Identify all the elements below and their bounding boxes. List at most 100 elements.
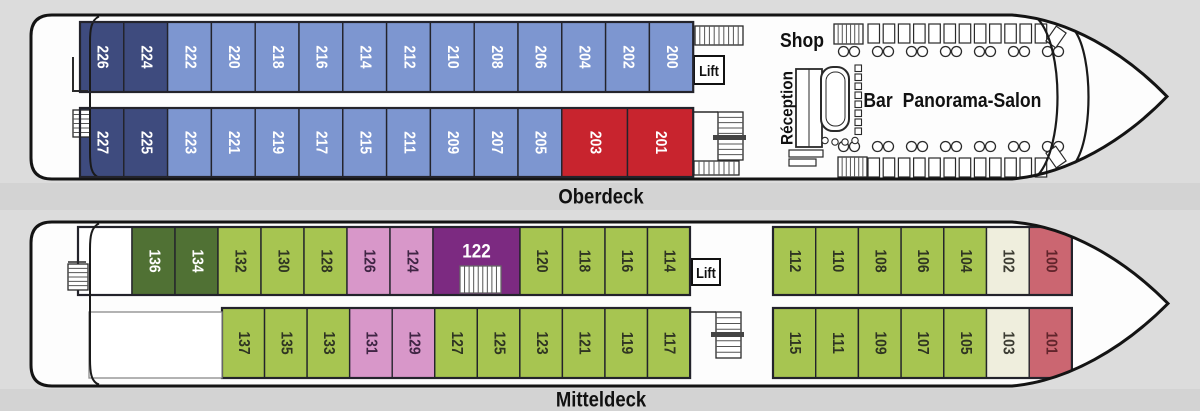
- cabin-204[interactable]: 204: [561, 21, 607, 93]
- cabin-137[interactable]: 137: [221, 307, 266, 379]
- cabin-205[interactable]: 205: [517, 107, 563, 178]
- cabin-208[interactable]: 208: [473, 21, 519, 93]
- cabin-134[interactable]: 134: [174, 226, 219, 296]
- cabin-121[interactable]: 121: [561, 307, 606, 379]
- cabin-216[interactable]: 216: [298, 21, 344, 93]
- chair-icon: [848, 45, 861, 58]
- cabin-129[interactable]: 129: [391, 307, 436, 379]
- cabin-210[interactable]: 210: [429, 21, 475, 93]
- cabin-110[interactable]: 110: [815, 226, 860, 296]
- cabin-119[interactable]: 119: [604, 307, 649, 379]
- cabin-131[interactable]: 131: [348, 307, 393, 379]
- stairs-icon: [459, 265, 502, 294]
- cabin-107[interactable]: 107: [900, 307, 945, 379]
- bar-stool-icon: [854, 91, 863, 100]
- cabin-126[interactable]: 126: [346, 226, 391, 296]
- cabin-123[interactable]: 123: [519, 307, 564, 379]
- cabin-218[interactable]: 218: [254, 21, 300, 93]
- cabin-220[interactable]: 220: [210, 21, 256, 93]
- cabin-111[interactable]: 111: [815, 307, 860, 379]
- cabin-117[interactable]: 117: [646, 307, 691, 379]
- oberdeck-title: Oberdeck: [558, 185, 644, 208]
- cabin-214[interactable]: 214: [342, 21, 388, 93]
- cabin-number: 130: [274, 249, 291, 272]
- cabin-120[interactable]: 120: [519, 226, 564, 296]
- bar-stool-icon: [854, 64, 863, 73]
- cabin-106[interactable]: 106: [900, 226, 945, 296]
- cabin-102[interactable]: 102: [985, 226, 1030, 296]
- seat-icon: [958, 157, 972, 178]
- cabin-225[interactable]: 225: [123, 107, 169, 178]
- cabin-136[interactable]: 136: [131, 226, 176, 296]
- oberdeck-lift-label: Lift: [699, 62, 719, 79]
- seat-icon: [973, 23, 987, 44]
- cabin-number: 103: [999, 331, 1016, 354]
- cabin-209[interactable]: 209: [429, 107, 475, 178]
- cabin-200[interactable]: 200: [648, 21, 694, 93]
- cabin-number: 207: [488, 131, 505, 154]
- cabin-number: 102: [999, 249, 1016, 272]
- cabin-221[interactable]: 221: [210, 107, 256, 178]
- cabin-number: 123: [533, 331, 550, 354]
- cabin-118[interactable]: 118: [561, 226, 606, 296]
- cabin-222[interactable]: 222: [166, 21, 213, 93]
- cabin-number: 122: [462, 240, 491, 261]
- seat-icon: [928, 23, 941, 44]
- cabin-114[interactable]: 114: [646, 226, 691, 296]
- cabin-202[interactable]: 202: [604, 21, 651, 93]
- chair-icon: [916, 45, 929, 58]
- cabin-133[interactable]: 133: [306, 307, 351, 379]
- cabin-226[interactable]: 226: [79, 21, 125, 93]
- chair-icon: [905, 140, 918, 153]
- cabin-135[interactable]: 135: [263, 307, 308, 379]
- cabin-number: 223: [181, 131, 198, 154]
- bar-stool-icon: [854, 100, 863, 109]
- cabin-211[interactable]: 211: [385, 107, 432, 178]
- cabin-number: 107: [914, 331, 931, 354]
- chair-icon: [882, 140, 895, 153]
- cabin-number: 221: [225, 131, 242, 154]
- cabin-127[interactable]: 127: [434, 307, 478, 379]
- cabin-104[interactable]: 104: [943, 226, 988, 296]
- cabin-101[interactable]: 101: [1028, 307, 1073, 379]
- cabin-125[interactable]: 125: [476, 307, 521, 379]
- cabin-215[interactable]: 215: [342, 107, 388, 178]
- cabin-115[interactable]: 115: [772, 307, 817, 379]
- cabin-124[interactable]: 124: [389, 226, 434, 296]
- shop-label: Shop: [780, 29, 824, 51]
- cabin-206[interactable]: 206: [517, 21, 563, 93]
- cabin-212[interactable]: 212: [385, 21, 432, 93]
- cabin-132[interactable]: 132: [217, 226, 262, 296]
- chair-icon: [1007, 45, 1020, 58]
- panorama-salon-label: Panorama-Salon: [903, 89, 1042, 111]
- cabin-224[interactable]: 224: [123, 21, 169, 93]
- cabin-number: 136: [145, 249, 162, 272]
- cabin-number: 112: [786, 250, 803, 272]
- cabin-109[interactable]: 109: [857, 307, 902, 379]
- cabin-100[interactable]: 100: [1028, 226, 1073, 296]
- cabin-number: 133: [320, 331, 337, 354]
- cabin-108[interactable]: 108: [857, 226, 902, 296]
- cabin-number: 101: [1042, 331, 1059, 354]
- cabin-207[interactable]: 207: [473, 107, 519, 178]
- cabin-103[interactable]: 103: [985, 307, 1030, 379]
- chair-icon: [984, 140, 997, 153]
- seat-icon: [943, 157, 957, 178]
- cabin-128[interactable]: 128: [303, 226, 348, 296]
- cabin-217[interactable]: 217: [298, 107, 344, 178]
- cabin-116[interactable]: 116: [604, 226, 649, 296]
- cabin-112[interactable]: 112: [772, 226, 817, 296]
- cabin-223[interactable]: 223: [166, 107, 213, 178]
- cabin-number: 203: [586, 131, 603, 154]
- cabin-130[interactable]: 130: [260, 226, 305, 296]
- chair-icon: [916, 140, 929, 153]
- stairs-icon: [67, 263, 89, 291]
- cabin-219[interactable]: 219: [254, 107, 300, 178]
- mitteldeck-unlabeled-room: [88, 311, 223, 379]
- cabin-203[interactable]: 203: [561, 107, 629, 178]
- seat-icon: [958, 23, 972, 44]
- chair-icon: [939, 140, 952, 153]
- cabin-105[interactable]: 105: [943, 307, 988, 379]
- cabin-201[interactable]: 201: [626, 107, 694, 178]
